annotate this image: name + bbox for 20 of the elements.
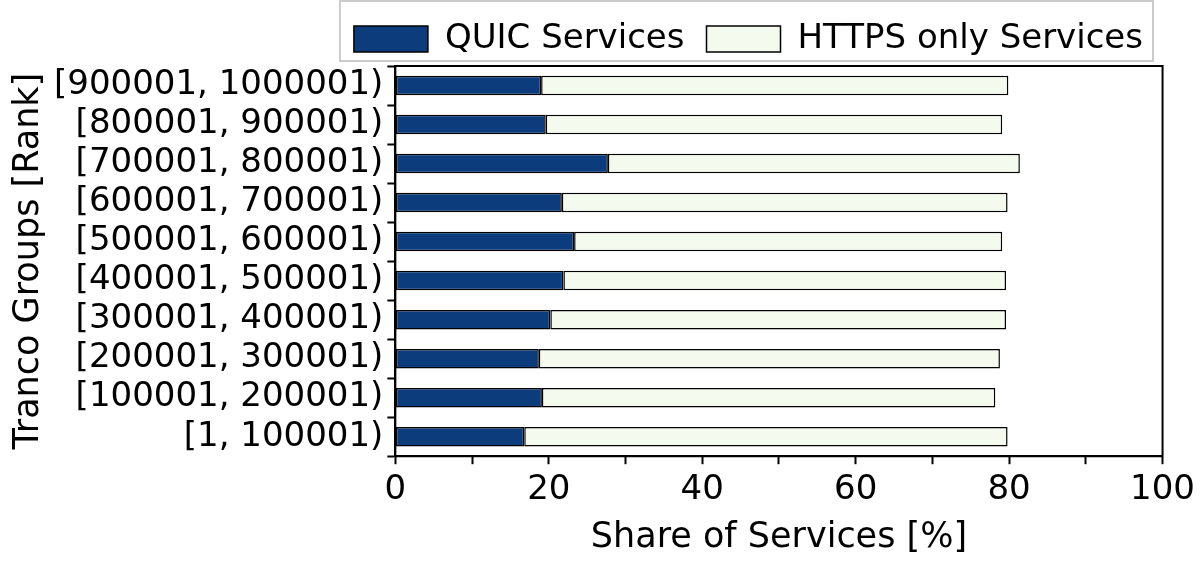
x-tick-label: 60: [834, 467, 878, 508]
legend-label: QUIC Services: [444, 15, 685, 56]
x-tick-label: 0: [384, 467, 407, 508]
y-tick-label: [100001, 200001): [75, 374, 384, 415]
y-tick-label: [900001, 1000001): [54, 62, 384, 103]
x-tick-label: 100: [1130, 467, 1196, 508]
y-tick-label: [500001, 600001): [75, 218, 384, 259]
y-tick-label: [400001, 500001): [75, 257, 384, 298]
x-tick-label: 80: [987, 467, 1031, 508]
y-tick-label: [700001, 800001): [75, 140, 384, 181]
x-tick-label: 40: [680, 467, 724, 508]
y-tick-label: [800001, 900001): [75, 101, 384, 142]
y-tick-label: [200001, 300001): [75, 335, 384, 376]
y-tick-label: [1, 100001): [183, 413, 384, 454]
x-tick-label: 20: [527, 467, 571, 508]
y-axis-title: Tranco Groups [Rank]: [6, 72, 47, 451]
y-tick-label: [300001, 400001): [75, 296, 384, 337]
x-axis-title: Share of Services [%]: [590, 515, 968, 556]
legend-label: HTTPS only Services: [797, 15, 1143, 56]
y-tick-label: [600001, 700001): [75, 179, 384, 220]
